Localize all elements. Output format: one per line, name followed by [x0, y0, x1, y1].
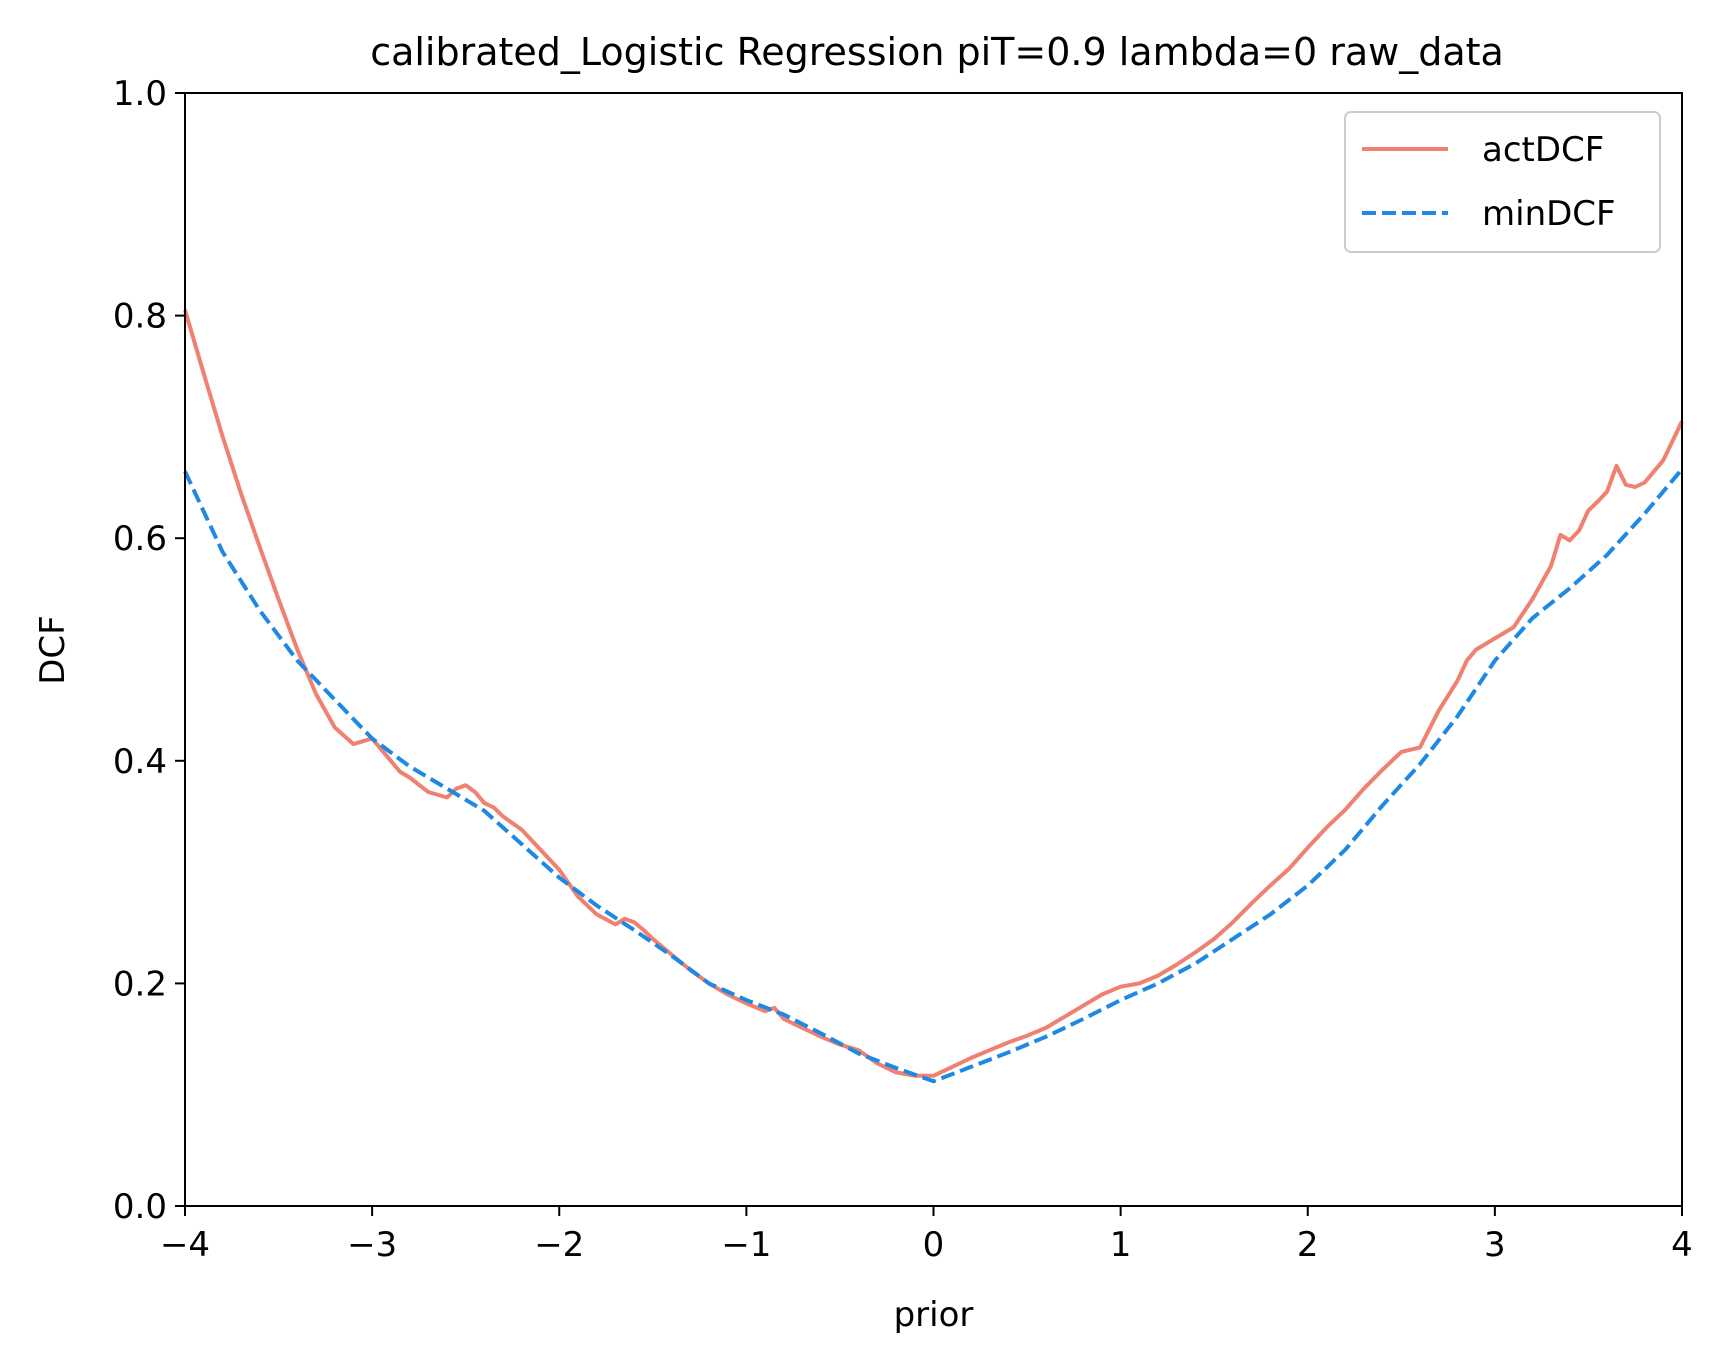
x-axis-label: prior [894, 1295, 974, 1335]
series-layer [183, 309, 1684, 1084]
y-axis-label: DCF [33, 615, 73, 684]
x-tick-label: 1 [1110, 1225, 1132, 1265]
chart-title: calibrated_Logistic Regression piT=0.9 l… [370, 30, 1504, 74]
y-axis: 0.0 0.2 0.4 0.6 0.8 1.0 [113, 74, 185, 1227]
series-line-mindcf [183, 467, 1684, 1084]
y-tick-label: 0.4 [113, 742, 167, 782]
x-tick-label: −4 [160, 1225, 210, 1265]
x-tick-label: −3 [347, 1225, 397, 1265]
y-tick-label: 1.0 [113, 74, 167, 114]
x-tick-label: 0 [923, 1225, 945, 1265]
x-tick-label: 2 [1297, 1225, 1319, 1265]
plot-area [183, 92, 1684, 1207]
legend-label-mindcf: minDCF [1482, 194, 1616, 234]
legend: actDCF minDCF [1344, 111, 1661, 253]
x-tick-label: −1 [721, 1225, 771, 1265]
plot-background [185, 93, 1682, 1206]
y-tick-label: 0.0 [113, 1187, 167, 1227]
x-axis: −4 −3 −2 −1 0 1 2 3 4 [160, 1206, 1693, 1265]
series-line-actdcf [183, 309, 1684, 1078]
y-tick-label: 0.2 [113, 964, 167, 1004]
y-tick-label: 0.8 [113, 297, 167, 337]
y-tick-label: 0.6 [113, 519, 167, 559]
legend-label-actdcf: actDCF [1482, 130, 1604, 170]
x-tick-label: 3 [1484, 1225, 1506, 1265]
x-tick-label: 4 [1671, 1225, 1693, 1265]
x-tick-label: −2 [534, 1225, 584, 1265]
